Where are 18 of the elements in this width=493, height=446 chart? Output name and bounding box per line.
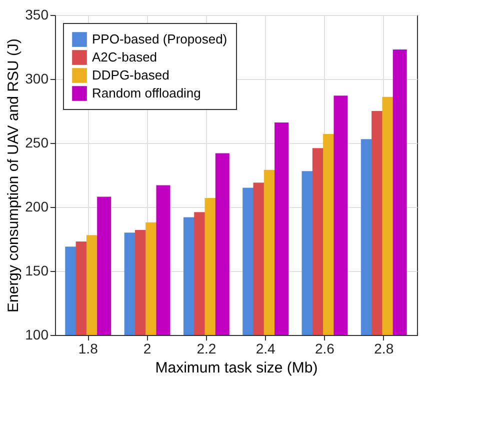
legend-label: PPO-based (Proposed) [92,32,228,46]
x-tick-label: 2 [143,340,152,356]
x-tick-label: 2.8 [374,340,394,356]
y-tick-label: 150 [25,262,49,278]
x-axis-title: Maximum task size (Mb) [155,360,318,376]
legend-label: Random offloading [92,86,201,100]
x-tick-label: 2.4 [256,340,276,356]
y-tick-label: 200 [25,198,49,214]
legend-label: DDPG-based [92,68,170,82]
y-axis-title: Energy consumption of UAV and RSU (J) [5,38,22,313]
x-tick-label: 1.8 [78,340,98,356]
legend-label: A2C-based [92,50,158,64]
x-tick-label: 2.6 [314,340,335,356]
y-tick-label: 300 [25,70,49,86]
y-tick-label: 250 [25,134,49,150]
y-tick-label: 350 [25,6,49,22]
x-tick-label: 2.2 [196,340,216,356]
y-tick-label: 100 [25,326,49,342]
